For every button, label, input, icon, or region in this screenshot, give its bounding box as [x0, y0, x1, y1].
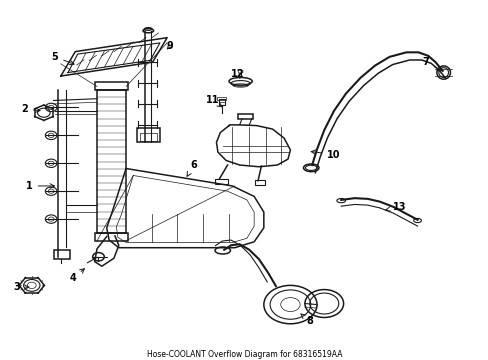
Text: 10: 10 [310, 149, 340, 159]
Text: 4: 4 [69, 269, 84, 283]
Bar [215, 179, 227, 184]
Text: 12: 12 [230, 69, 244, 79]
Bar [217, 97, 225, 100]
Text: 11: 11 [206, 95, 222, 107]
Text: 9: 9 [166, 41, 173, 51]
Bar [219, 99, 224, 105]
Bar [95, 233, 128, 241]
Text: 8: 8 [300, 314, 312, 326]
Bar [137, 129, 160, 142]
Bar [255, 180, 264, 185]
Text: Hose-COOLANT Overflow Diagram for 68316519AA: Hose-COOLANT Overflow Diagram for 683165… [146, 350, 342, 359]
Text: 7: 7 [422, 57, 441, 71]
Text: 5: 5 [52, 52, 74, 65]
Bar [237, 114, 253, 119]
Text: 6: 6 [186, 160, 197, 176]
Text: 13: 13 [385, 202, 405, 212]
Text: 3: 3 [13, 282, 29, 292]
Bar [53, 251, 70, 259]
Bar [95, 82, 128, 90]
Bar [139, 132, 157, 141]
Text: 2: 2 [21, 104, 40, 114]
Text: 1: 1 [26, 181, 54, 191]
